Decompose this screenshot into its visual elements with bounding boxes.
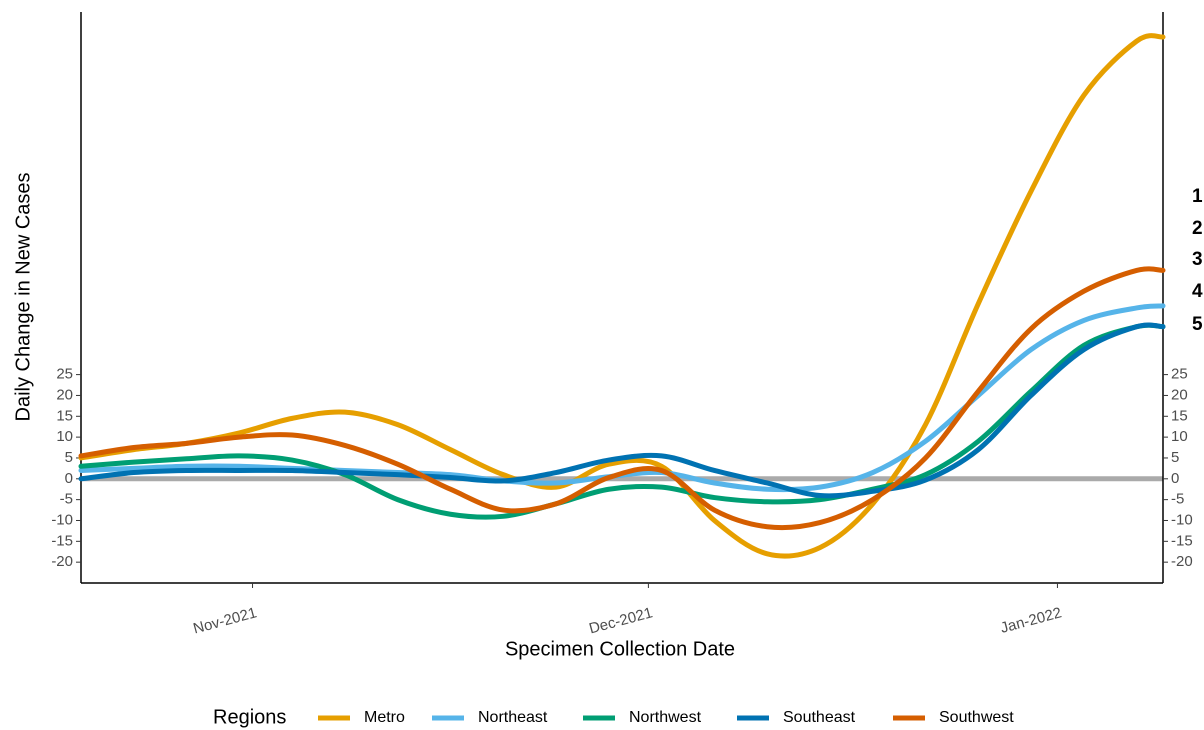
y2-tick-label: 25: [1171, 366, 1188, 383]
annotation: 5: [1192, 314, 1203, 335]
legend-title: Regions: [213, 706, 286, 728]
y2-tick-label: 5: [1171, 449, 1179, 466]
legend-label: Northwest: [629, 709, 702, 726]
y-tick-label: -20: [51, 553, 73, 570]
y-tick-label: 5: [65, 449, 73, 466]
y2-tick-label: -15: [1171, 532, 1193, 549]
annotation: 2: [1192, 218, 1203, 239]
y-tick-label: 10: [56, 428, 73, 445]
y2-tick-label: -10: [1171, 511, 1193, 528]
x-axis-title: Specimen Collection Date: [505, 638, 735, 660]
y2-tick-label: 20: [1171, 386, 1188, 403]
y-tick-label: -15: [51, 532, 73, 549]
y2-tick-label: 10: [1171, 428, 1188, 445]
annotation: 1: [1192, 186, 1203, 207]
y-axis-title: Daily Change in New Cases: [12, 172, 34, 421]
y2-tick-label: -5: [1171, 491, 1184, 508]
y2-tick-label: 15: [1171, 407, 1188, 424]
y-tick-label: 15: [56, 407, 73, 424]
y-tick-label: -5: [60, 491, 73, 508]
x-tick-label: Nov-2021: [191, 604, 258, 637]
y-tick-label: -10: [51, 511, 73, 528]
annotation: 3: [1192, 249, 1203, 270]
legend-label: Northeast: [478, 709, 548, 726]
y-tick-label: 25: [56, 366, 73, 383]
y-tick-label: 20: [56, 386, 73, 403]
annotation: 4: [1192, 281, 1203, 302]
y2-tick-label: 0: [1171, 470, 1179, 487]
legend-label: Southeast: [783, 709, 856, 726]
legend-label: Southwest: [939, 709, 1014, 726]
x-tick-label: Jan-2022: [999, 604, 1064, 637]
legend-label: Metro: [364, 709, 405, 726]
series-line: [78, 303, 1166, 493]
y-tick-label: 0: [65, 470, 73, 487]
y2-tick-label: -20: [1171, 553, 1193, 570]
series-line: [78, 322, 1166, 520]
series-line: [78, 266, 1166, 531]
series-line: [78, 322, 1166, 499]
x-tick-label: Dec-2021: [587, 604, 654, 637]
